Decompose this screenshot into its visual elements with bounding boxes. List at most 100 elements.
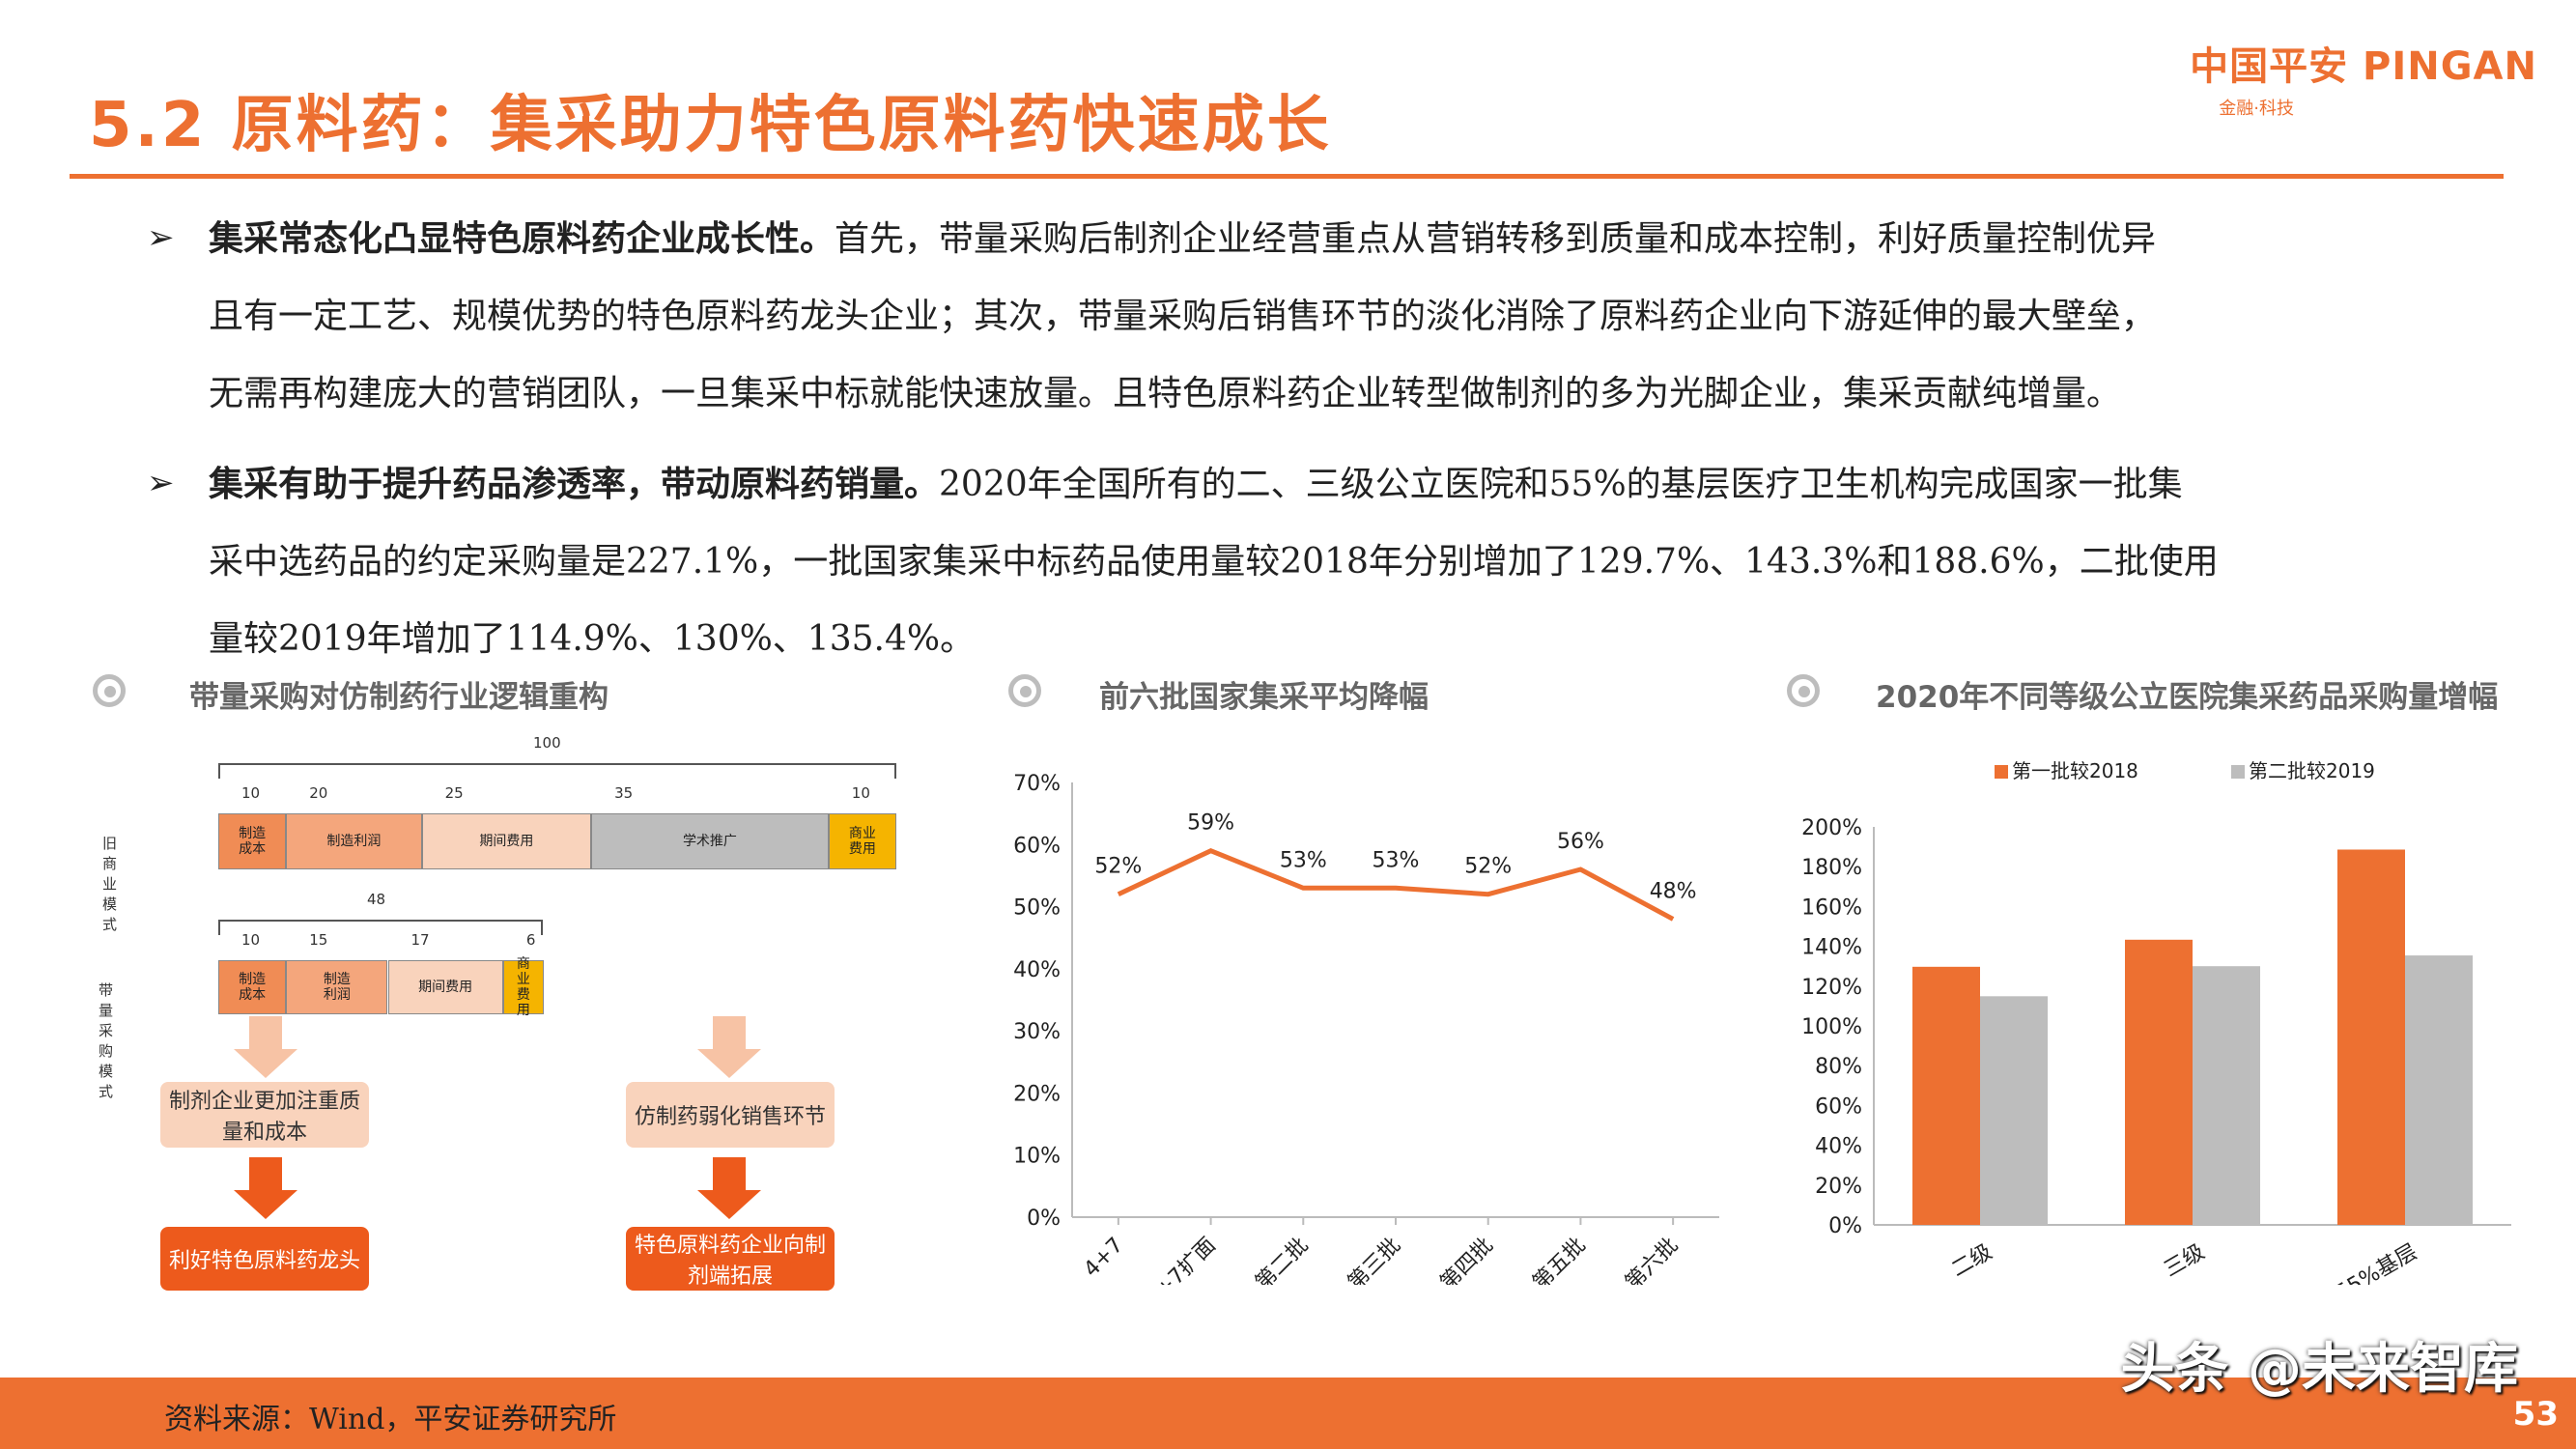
line-text: 首先，带量采购后制剂企业经营重点从营销转移到质量和成本控制，利好质量控制优异 (835, 219, 2157, 259)
bar-segment: 制造 成本 (218, 960, 287, 1014)
data-label: 52% (1464, 855, 1512, 879)
x-tick-label: 55%基层 (2332, 1240, 2421, 1285)
footer-bar (0, 1378, 2576, 1449)
arrow-down-icon (234, 1157, 297, 1219)
data-label: 56% (1557, 830, 1604, 854)
y-tick-label: 20% (1815, 1175, 1862, 1199)
bar-segment: 制造 利润 (286, 960, 388, 1014)
logo-text: 中国平安 PINGAN (2190, 44, 2537, 89)
bar-segment: 期间费用 (421, 813, 592, 869)
paragraph-2: 集采有助于提升药品渗透率，带动原料药销量。2020年全国所有的二、三级公立医院和… (145, 446, 2482, 678)
old-model-label: 旧商业模式 (102, 835, 118, 933)
y-tick-label: 60% (1013, 834, 1061, 858)
y-tick-label: 50% (1013, 896, 1061, 921)
segment-value: 15 (309, 931, 328, 949)
flow-box-benefit: 利好特色原料药龙头 (160, 1227, 369, 1291)
bar (1980, 996, 2048, 1225)
x-tick-label: 第四批 (1436, 1234, 1498, 1285)
legend-label: 第一批较2018 (2012, 759, 2138, 782)
radio-icon (1787, 674, 1820, 707)
y-tick-label: 10% (1013, 1145, 1061, 1169)
old-total-bracket (218, 763, 896, 779)
section-title-left: 带量采购对仿制药行业逻辑重构 (189, 680, 609, 715)
page-title: 5.2 原料药：集采助力特色原料药快速成长 (89, 90, 1332, 161)
paragraph-line: 无需再构建庞大的营销团队，一旦集采中标就能快速放量。且特色原料药企业转型做制剂的… (209, 374, 2122, 413)
y-tick-label: 80% (1815, 1055, 1862, 1079)
x-tick-label: 4+7 (1080, 1234, 1129, 1283)
new-total-label: 48 (367, 891, 386, 908)
x-tick-label: 第五批 (1528, 1234, 1590, 1285)
segment-value: 20 (309, 784, 328, 802)
y-tick-label: 0% (1828, 1214, 1862, 1238)
y-tick-label: 40% (1013, 958, 1061, 982)
bar (2125, 939, 2193, 1225)
watermark-toutiao: 头条 @未来智库 (2120, 1338, 2519, 1401)
y-tick-label: 160% (1801, 895, 1862, 920)
line-text: 2020年全国所有的二、三级公立医院和55%的基层医疗卫生机构完成国家一批集 (939, 465, 2183, 504)
y-tick-label: 120% (1801, 976, 1862, 1000)
y-tick-label: 30% (1013, 1020, 1061, 1044)
bar (1912, 966, 1980, 1225)
x-tick-label: 二级 (1947, 1240, 1996, 1283)
data-label: 59% (1187, 811, 1234, 836)
paragraph-line: 且有一定工艺、规模优势的特色原料药龙头企业；其次，带量采购后销售环节的淡化消除了… (209, 297, 2157, 336)
paragraph-line: 集采常态化凸显特色原料药企业成长性。首先，带量采购后制剂企业经营重点从营销转移到… (209, 201, 2482, 278)
bar (2405, 955, 2473, 1225)
paragraph-1: 集采常态化凸显特色原料药企业成长性。首先，带量采购后制剂企业经营重点从营销转移到… (145, 201, 2482, 433)
data-label: 48% (1650, 879, 1697, 903)
bar-chart: 第一批较2018 第二批较2019 0% 20% 40% 60% 80% 100% 120% 14… (1801, 759, 2511, 1285)
new-model-label: 带量采购模式 (99, 981, 114, 1100)
y-tick-label: 40% (1815, 1135, 1862, 1159)
bar-segment: 期间费用 (387, 960, 503, 1014)
bar-segment: 学术推广 (591, 813, 829, 869)
arrow-down-icon (697, 1016, 761, 1078)
bar (2193, 966, 2260, 1225)
series-line (1117, 847, 1675, 922)
old-total-label: 100 (533, 734, 561, 752)
source-note: 资料来源：Wind，平安证券研究所 (164, 1403, 617, 1436)
radio-icon (1008, 674, 1041, 707)
data-label: 53% (1373, 848, 1420, 872)
legend-label: 第二批较2019 (2249, 759, 2375, 782)
flow-box-sales: 仿制药弱化销售环节 (626, 1082, 835, 1148)
data-label: 52% (1094, 855, 1142, 879)
flow-box-quality: 制剂企业更加注重质量和成本 (160, 1082, 369, 1148)
logo-tagline: 金融·科技 (2219, 99, 2294, 119)
bar (2337, 849, 2405, 1225)
y-tick-label: 100% (1801, 1015, 1862, 1039)
line-chart: 0% 10% 20% 30% 40% 50% 60% 70% 52% 4+7 59% 4+7扩面 53%… (1013, 772, 1719, 1285)
x-tick-label: 第三批 (1344, 1234, 1405, 1285)
data-label: 53% (1280, 848, 1327, 872)
segment-value: 25 (444, 784, 464, 802)
radio-icon (93, 674, 126, 707)
segment-value: 10 (241, 784, 261, 802)
bold-lead: 集采有助于提升药品渗透率，带动原料药销量。 (209, 465, 940, 504)
paragraph-line: 量较2019年增加了114.9%、130%、135.4%。 (209, 619, 976, 659)
arrow-down-icon (697, 1157, 761, 1219)
flow-box-expand: 特色原料药企业向制剂端拓展 (626, 1227, 835, 1291)
x-tick-label: 4+7扩面 (1142, 1234, 1221, 1285)
bar-segment: 制造利润 (286, 813, 422, 869)
page-number: 53 (2512, 1395, 2559, 1434)
segment-value: 10 (851, 784, 870, 802)
brand-logo: 中国平安 PINGAN 金融·科技 (2190, 35, 2537, 120)
segment-value: 6 (525, 931, 536, 949)
bar-segment: 制造 成本 (218, 813, 287, 869)
segment-value: 17 (410, 931, 430, 949)
y-tick-label: 0% (1027, 1207, 1061, 1231)
y-tick-label: 200% (1801, 816, 1862, 840)
y-tick-label: 140% (1801, 936, 1862, 960)
section-title-right: 2020年不同等级公立医院集采药品采购量增幅 (1876, 680, 2499, 715)
segment-value: 35 (614, 784, 634, 802)
new-total-bracket (218, 920, 543, 935)
bold-lead: 集采常态化凸显特色原料药企业成长性。 (209, 219, 835, 259)
x-tick-label: 第六批 (1621, 1234, 1683, 1285)
bar-segment: 商 业 费 用 (502, 956, 544, 1018)
bar-segment: 商业 费用 (828, 813, 896, 869)
y-tick-label: 20% (1013, 1082, 1061, 1106)
section-title-middle: 前六批国家集采平均降幅 (1099, 680, 1429, 715)
paragraph-line: 集采有助于提升药品渗透率，带动原料药销量。2020年全国所有的二、三级公立医院和… (209, 446, 2482, 524)
watermark-zhihu: 知乎 @未来智库 (2125, 1297, 2508, 1358)
y-tick-label: 70% (1013, 772, 1061, 796)
legend-swatch (2231, 765, 2245, 779)
